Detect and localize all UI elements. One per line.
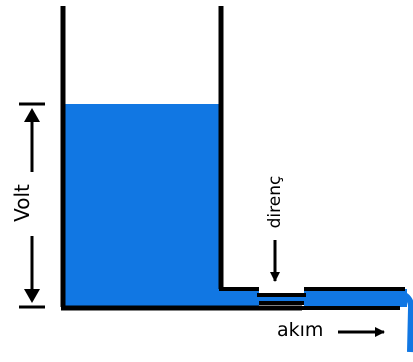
pipe-water-outlet (304, 289, 407, 307)
resistance-water (259, 295, 304, 303)
outflow-stream (398, 290, 413, 353)
volt-arrow-up-head (24, 108, 40, 122)
pipe-water-wide (221, 289, 259, 307)
current-label: akım (277, 319, 324, 341)
resistance-label: direnç (265, 175, 285, 229)
tank-water (63, 104, 221, 307)
volt-arrow-down-head (24, 289, 40, 303)
volt-label: Volt (10, 184, 34, 222)
